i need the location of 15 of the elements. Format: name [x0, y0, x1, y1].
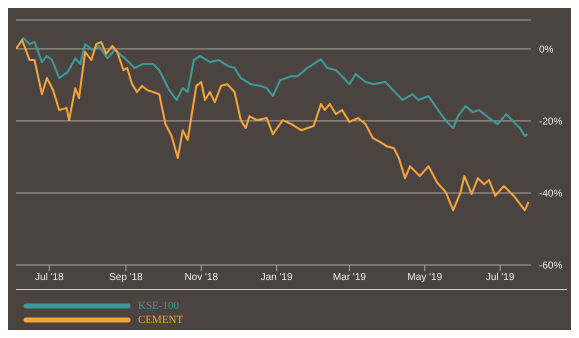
y-tick-label: 0%: [539, 44, 554, 56]
y-tick-label: -40%: [539, 188, 562, 200]
y-tick-label: -60%: [539, 260, 562, 272]
x-tick-label: Mar '19: [332, 272, 366, 284]
text: CEMENT: [138, 314, 184, 326]
x-tick-label: Jul '18: [35, 272, 64, 284]
x-tick-label: May '19: [407, 272, 443, 284]
line-series: [16, 39, 530, 212]
x-tick-label: Sep '18: [109, 272, 144, 284]
x-tick-label: Jan '19: [260, 272, 293, 284]
y-tick-label: -20%: [539, 116, 562, 128]
x-tick-label: Jul '19: [486, 272, 515, 284]
x-tick-label: Nov '18: [184, 272, 218, 284]
line-series: [16, 37, 528, 138]
text: KSE-100: [138, 300, 179, 312]
